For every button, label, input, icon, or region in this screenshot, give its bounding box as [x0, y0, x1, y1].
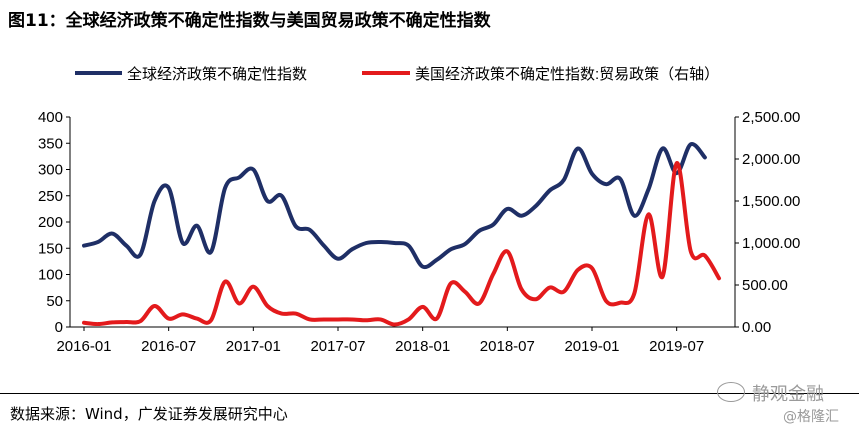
- wechat-icon: [717, 382, 745, 402]
- right-axis-tick-label: 1,500.00: [742, 193, 800, 210]
- watermark-title: 静观金融: [752, 384, 824, 405]
- legend-label-global: 全球经济政策不确定性指数: [127, 65, 307, 83]
- right-axis-tick-label: 2,000.00: [742, 151, 800, 168]
- left-axis-tick-label: 300: [38, 162, 63, 179]
- x-axis-tick-label: 2016-01: [56, 338, 111, 355]
- legend-label-us: 美国经济政策不确定性指数:贸易政策（右轴）: [415, 66, 719, 83]
- series-line-global-epu: [82, 142, 707, 270]
- left-axis-tick-label: 0: [55, 319, 63, 336]
- left-axis-tick-label: 250: [38, 188, 63, 205]
- page-title: 图11：全球经济政策不确定性指数与美国贸易政策不确定性指数: [8, 11, 491, 31]
- x-axis-tick-label: 2019-07: [649, 338, 704, 355]
- bottom-divider: [0, 393, 859, 394]
- x-axis-tick-label: 2019-01: [564, 338, 619, 355]
- left-axis-tick-label: 100: [38, 267, 63, 284]
- right-axis-tick-label: 0.00: [742, 319, 771, 336]
- x-axis-tick-label: 2018-01: [395, 338, 450, 355]
- left-axis-tick-label: 150: [38, 240, 63, 257]
- left-axis-tick-label: 50: [46, 293, 63, 310]
- x-axis-tick-label: 2016-07: [141, 338, 196, 355]
- right-axis-tick-label: 2,500.00: [742, 109, 800, 126]
- x-axis-tick-label: 2017-01: [226, 338, 281, 355]
- left-axis-tick-label: 400: [38, 109, 63, 126]
- x-axis-tick-label: 2018-07: [480, 338, 535, 355]
- left-axis-tick-label: 350: [38, 135, 63, 152]
- series-line-us-trade-epu: [82, 161, 721, 327]
- right-axis-tick-label: 1,000.00: [742, 235, 800, 252]
- data-source-note: 数据来源：Wind，广发证券发展研究中心: [10, 405, 288, 423]
- left-axis-tick-label: 200: [38, 214, 63, 231]
- watermark-handle: @格隆汇: [783, 409, 839, 425]
- x-axis-tick-label: 2017-07: [310, 338, 365, 355]
- right-axis-tick-label: 500.00: [742, 277, 788, 294]
